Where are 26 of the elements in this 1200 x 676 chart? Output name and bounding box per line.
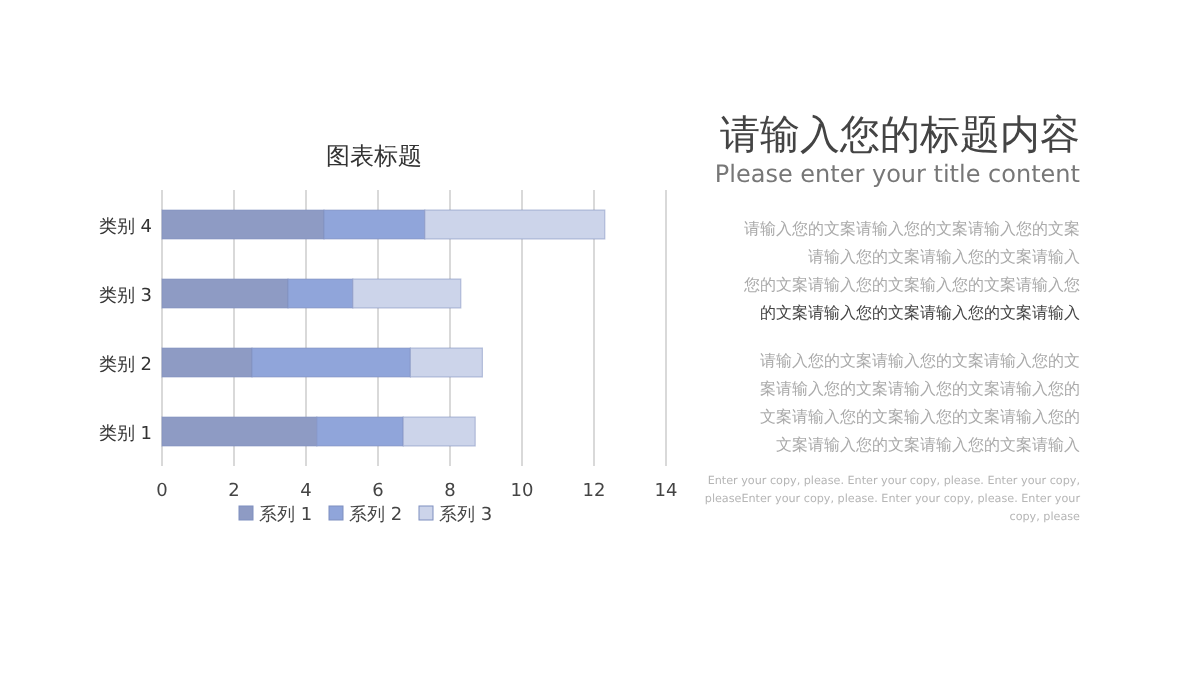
- x-tick-label: 4: [300, 482, 313, 502]
- x-tick-label: 2: [228, 482, 240, 502]
- x-tick-label: 14: [654, 482, 678, 502]
- y-tick-label: 类别 1: [98, 422, 152, 445]
- x-tick-label: 10: [510, 482, 534, 502]
- text: Please enter your title content: [714, 160, 1081, 188]
- legend-label: 系列 3: [439, 504, 493, 526]
- text: 文案请输入您的文案请输入您的文案请输入: [776, 436, 1080, 454]
- text: 请输入您的文案请输入您的文案请输入: [808, 248, 1080, 266]
- x-tick-label: 6: [372, 482, 385, 502]
- text: 请输入您的文案请输入您的文案请输入您的文案: [744, 220, 1080, 238]
- text: 请输入您的文案请输入您的文案请输入您的文: [760, 352, 1080, 370]
- x-tick-label: 0: [156, 482, 169, 502]
- text: 案请输入您的文案请输入您的文案请输入您的: [760, 380, 1080, 398]
- legend-label: 系列 1: [259, 504, 313, 526]
- text: 请输入您的标题内容: [720, 110, 1080, 158]
- text: 文案请输入您的文案输入您的文案请输入您的: [760, 408, 1080, 426]
- text: 的文案请输入您的文案请输入您的文案请输入: [760, 304, 1080, 322]
- y-tick-label: 类别 3: [98, 284, 152, 307]
- legend-label: 系列 2: [349, 504, 403, 526]
- x-tick-label: 8: [444, 482, 457, 502]
- text: 您的文案请输入您的文案输入您的文案请输入您: [742, 276, 1080, 294]
- y-tick-label: 类别 4: [98, 215, 153, 238]
- y-tick-label: 类别 2: [98, 353, 152, 376]
- x-tick-label: 12: [582, 482, 606, 502]
- chart-title: 图表标题: [326, 142, 422, 170]
